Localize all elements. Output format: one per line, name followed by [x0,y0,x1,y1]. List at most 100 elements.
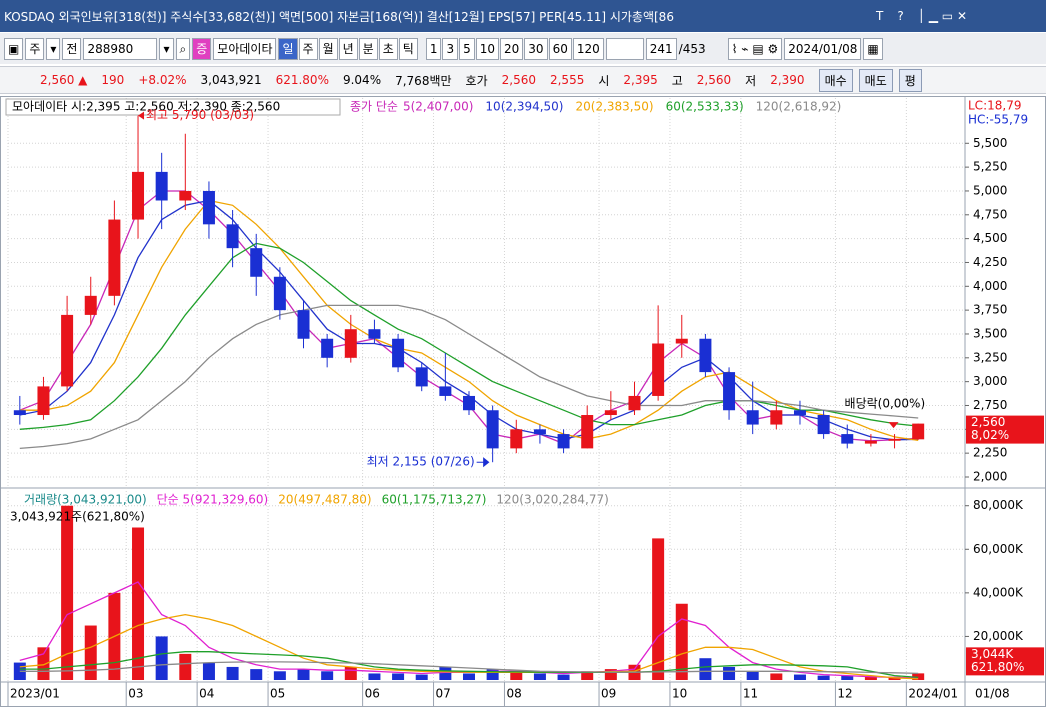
candle-body [415,367,428,387]
y-tick-label: 20,000K [973,629,1024,643]
high: 2,560 [696,73,732,87]
amount: 7,768백만 [395,73,452,88]
y-tick-label: 5,250 [973,160,1007,174]
all-button[interactable]: 전 [62,37,82,60]
x-tick-label: 04 [199,687,214,701]
y-tick-label: 4,500 [973,231,1007,245]
candle-body [392,338,405,368]
rate: +8.02% [138,73,187,87]
volume-bar [770,673,783,680]
candle-body [557,434,570,449]
interval-button[interactable]: 5 [459,37,475,60]
total-count: /453 [678,41,706,56]
period-button[interactable]: 주 [298,37,318,60]
x-tick-label: 06 [365,687,380,701]
count-input[interactable]: 241 [645,37,677,60]
candle-body [84,295,97,315]
interval-button[interactable]: 3 [442,37,459,60]
annotation-arrow [888,422,899,429]
last-price: 2,560 [971,415,1005,429]
interval-button[interactable]: 120 [572,37,604,60]
volume-bar [912,673,925,680]
low-label: 저 [745,73,757,88]
y-tick-label: 5,000 [973,183,1007,197]
candle-body [463,395,475,411]
candle-body [344,329,357,358]
volume-bar [486,669,499,680]
period-button[interactable]: 초 [378,37,398,60]
quote-bar: 2,560 ▲ 190 +8.02% 3,043,921 621.80% 9.0… [0,66,1046,94]
period-button[interactable]: 분 [358,37,378,60]
interval-button[interactable]: 30 [524,37,548,60]
period-button[interactable]: 월 [318,37,338,60]
bid: 2,555 [549,73,585,87]
badge: 증 [192,37,212,60]
x-tick-label: 05 [270,687,285,701]
lc-label: LC:18,79 [968,99,1021,113]
candle-body [486,410,499,449]
volume-bar [321,671,334,680]
y-tick-label: 3,000 [973,374,1007,388]
period-button[interactable]: 틱 [398,37,418,60]
stock-name: 모아데이타 [213,37,277,60]
price: 2,560 ▲ [40,73,88,87]
calendar-button[interactable]: ▦ [863,37,883,60]
interval-button[interactable]: 10 [475,37,500,60]
candle-body [321,338,334,358]
annotation: 배당락(0,00%) [845,397,926,411]
market-select[interactable]: 주 [25,37,45,60]
icon-button[interactable]: ▣ [4,37,24,60]
candle-body [652,343,665,396]
volume-title: 3,043,921주(621,80%) [10,510,145,524]
candle-body [37,386,50,416]
sell-button[interactable]: 매도 [858,68,893,92]
change: 190 [101,73,125,87]
date-input[interactable]: 2024/01/08 [784,37,862,60]
candle-body [864,440,877,444]
tool-icons[interactable]: ⌇ ⌁ ▤ ⚙ [727,37,783,60]
candle-body [202,190,215,225]
legend-item: 20(497,487,80) [278,493,371,507]
search-button[interactable]: ▾ [159,37,174,60]
ask-label: 호가 [465,73,488,88]
dropdown[interactable]: ▾ [46,37,61,60]
interval-group: 1 3 5 10 20 30 60 120 [425,37,604,60]
y-tick-label: 60,000K [973,542,1024,556]
candle-body [179,190,192,201]
buy-button[interactable]: 매수 [818,68,853,92]
ask: 2,560 [501,73,536,87]
x-tick-label: 09 [601,687,616,701]
y-tick-label: 80,000K [973,498,1024,512]
volume-bar [652,538,665,680]
volume-rate: 621.80% [275,73,329,87]
period-button[interactable]: 일 [278,37,298,60]
y-tick-label: 4,000 [973,279,1007,293]
y-tick-label: 2,250 [973,446,1007,460]
legend-item: 120(2,618,92) [756,100,842,114]
y-tick-label: 3,250 [973,350,1007,364]
interval-button[interactable]: 60 [548,37,572,60]
high-label: 고 [671,73,683,88]
window-controls[interactable]: │ ▁ ▭ ✕ [917,9,968,23]
legend-item: 10(2,394,50) [485,100,563,114]
candle-body [61,314,74,387]
ma-line [19,242,919,430]
candle-body [746,410,759,425]
blank-input[interactable] [605,37,644,60]
title-button[interactable]: T [876,9,884,23]
code-input[interactable]: 288980 [83,37,158,60]
title-button[interactable]: ? [897,9,904,23]
legend-item: 단순 5(921,329,60) [157,493,269,507]
last-change: 8,02% [971,428,1009,442]
volume-bar [557,674,570,680]
eval-button[interactable]: 평 [898,68,922,92]
interval-button[interactable]: 20 [500,37,524,60]
period-button[interactable]: 년 [338,37,358,60]
legend-item: 60(1,175,713,27) [382,493,487,507]
candle-body [841,434,854,444]
search-button[interactable]: ⌕ [175,37,191,60]
legend-item: 거래량(3,043,921,00) [24,493,147,507]
volume-bar [415,674,428,680]
volume-bar [226,666,239,680]
interval-button[interactable]: 1 [425,37,442,60]
